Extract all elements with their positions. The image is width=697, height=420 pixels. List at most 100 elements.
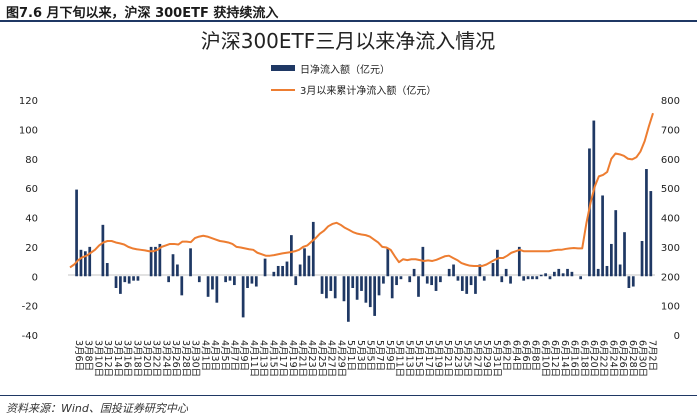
- y-right-tick-label: 300: [661, 243, 680, 254]
- inflow-bar: [522, 276, 526, 281]
- inflow-bar: [333, 276, 337, 299]
- x-tick-label: 3月10日: [92, 340, 103, 377]
- x-tick-label: 5月19日: [433, 340, 444, 377]
- y-left-tick-label: 120: [19, 96, 38, 107]
- inflow-bar: [465, 276, 469, 294]
- inflow-bar: [439, 276, 442, 283]
- inflow-bar: [228, 276, 232, 281]
- inflow-bar: [478, 264, 482, 277]
- inflow-bar: [105, 263, 109, 277]
- inflow-bar: [395, 276, 398, 286]
- y-left-tick-label: 60: [25, 184, 38, 195]
- inflow-bar: [596, 268, 600, 277]
- y-left-tick-label: 40: [25, 214, 38, 225]
- source-note: 资料来源：Wind、国投证券研究中心: [6, 402, 188, 415]
- x-tick-label: 6月10日: [539, 340, 550, 377]
- inflow-bar: [281, 265, 284, 277]
- inflow-bar: [285, 261, 289, 277]
- inflow-bar: [579, 276, 583, 280]
- inflow-bar: [517, 246, 521, 277]
- inflow-bar: [368, 276, 372, 308]
- x-tick-label: 3月20日: [141, 340, 152, 377]
- cumulative-inflow-line: [69, 112, 654, 269]
- x-tick-label: 5月27日: [471, 340, 482, 377]
- inflow-bar: [618, 264, 622, 277]
- inflow-bar: [592, 120, 596, 277]
- x-tick-label: 5月23日: [452, 340, 463, 377]
- inflow-bar: [224, 276, 227, 283]
- caption-divider: [0, 20, 697, 22]
- x-tick-label: 4月19日: [287, 340, 298, 377]
- inflow-bar: [250, 276, 254, 284]
- inflow-bar: [325, 276, 328, 299]
- inflow-bar: [233, 276, 236, 286]
- inflow-bar: [197, 276, 201, 283]
- figure-header: 图7.6 月下旬以来，沪深 300ETF 获持续流入: [0, 0, 697, 22]
- inflow-bar: [553, 271, 556, 277]
- y-right-tick-label: 800: [661, 96, 680, 107]
- inflow-bar: [496, 249, 499, 277]
- inflow-bar: [627, 276, 631, 288]
- inflow-bar: [114, 276, 118, 288]
- x-tick-label: 6月2日: [501, 340, 512, 371]
- y-right-tick-label: 500: [661, 184, 680, 195]
- y-left-tick-label: 100: [19, 125, 38, 136]
- y-left-axis: -40 -20 0 20 40 60 80 100 120: [19, 96, 38, 342]
- x-tick-label: 5月9日: [384, 340, 395, 371]
- y-left-tick-label: -40: [22, 331, 38, 342]
- inflow-bar: [504, 268, 508, 277]
- inflow-bar: [211, 276, 214, 290]
- x-tick-label: 5月25日: [462, 340, 473, 377]
- x-tick-label: 5月11日: [394, 340, 405, 377]
- inflow-bar: [645, 169, 648, 277]
- inflow-bar: [509, 276, 512, 284]
- inflow-bar: [456, 276, 460, 281]
- y-right-tick-label: 100: [661, 302, 680, 313]
- y-left-tick-label: 0: [32, 272, 38, 283]
- y-right-tick-label: 600: [661, 155, 680, 166]
- inflow-bar: [246, 276, 249, 288]
- inflow-bar: [294, 276, 298, 286]
- x-tick-label: 3月26日: [170, 340, 181, 377]
- inflow-bar: [290, 235, 293, 277]
- inflow-bar: [79, 249, 83, 277]
- y-left-tick-label: 20: [25, 243, 38, 254]
- inflow-bar: [566, 268, 569, 277]
- x-tick-label: 6月22日: [598, 340, 609, 377]
- inflow-bar: [342, 276, 346, 302]
- inflow-bar: [531, 276, 534, 280]
- inflow-bar: [377, 276, 381, 296]
- inflow-bar: [127, 276, 131, 284]
- inflow-bar: [408, 276, 412, 283]
- inflow-bar: [434, 276, 438, 291]
- daily-inflow-bars: [75, 120, 653, 322]
- x-tick-label: 5月15日: [413, 340, 424, 377]
- inflow-bar: [535, 276, 539, 280]
- x-tick-label: 3月14日: [112, 340, 123, 377]
- x-tick-label: 4月29日: [335, 340, 346, 377]
- inflow-bar: [132, 276, 135, 281]
- inflow-bar: [364, 276, 368, 303]
- x-tick-label: 3月24日: [160, 340, 171, 377]
- inflow-bar: [158, 243, 162, 277]
- inflow-bar: [539, 274, 543, 277]
- inflow-bar: [548, 276, 552, 280]
- inflow-bar: [557, 268, 561, 277]
- y-left-tick-label: -20: [22, 302, 38, 313]
- inflow-bar: [263, 258, 267, 277]
- x-tick-label: 5月21日: [442, 340, 453, 377]
- x-tick-label: 4月5日: [219, 340, 230, 371]
- inflow-bar: [500, 276, 504, 283]
- inflow-bar: [561, 273, 565, 277]
- inflow-bar: [320, 276, 324, 294]
- x-tick-label: 6月16日: [569, 340, 580, 377]
- inflow-bar: [303, 248, 306, 277]
- inflow-bar: [272, 271, 276, 277]
- x-tick-label: 5月3日: [355, 340, 366, 371]
- x-tick-label: 5月31日: [491, 340, 502, 377]
- inflow-bar: [167, 276, 170, 283]
- x-axis: 3月6日3月8日3月10日3月12日3月14日3月16日3月18日3月20日3月…: [73, 340, 657, 377]
- inflow-bar: [399, 276, 403, 280]
- x-tick-label: 6月8日: [530, 340, 541, 371]
- x-tick-label: 4月17日: [277, 340, 288, 377]
